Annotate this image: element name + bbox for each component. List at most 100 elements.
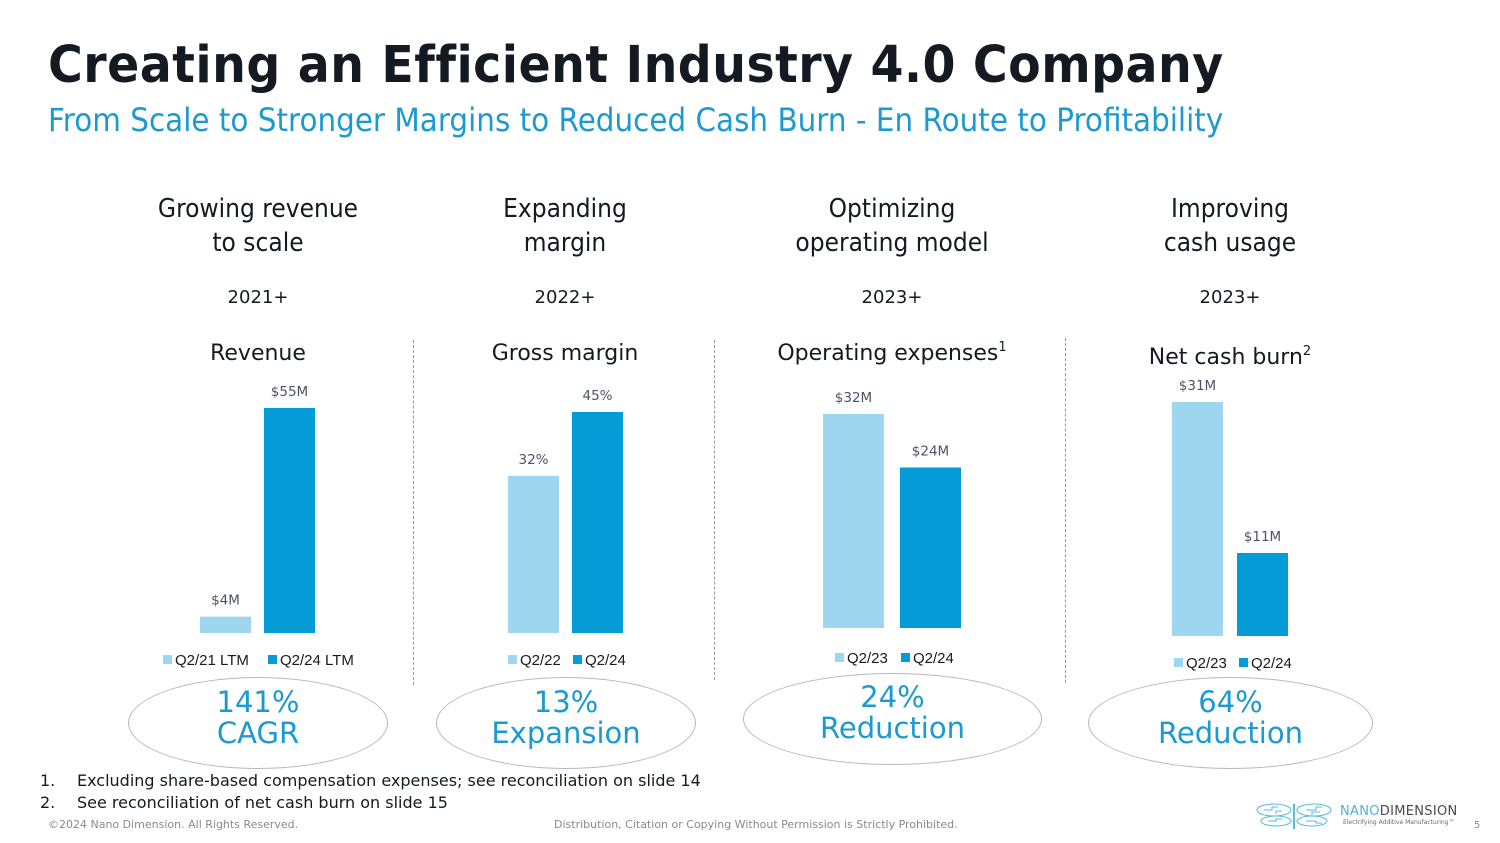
- bar-q2-24-ltm: [264, 408, 315, 633]
- logo-wordmark: NANODIMENSION Electrifying Additive Manu…: [1340, 804, 1458, 826]
- callout-revenue: 141% CAGR: [128, 687, 388, 749]
- heading-line: operating model: [795, 228, 989, 258]
- column-divider: [413, 340, 414, 685]
- column-divider: [714, 340, 715, 680]
- callout-caption: Expansion: [491, 716, 641, 750]
- legend-swatch: [835, 653, 844, 662]
- callout-oval-margin: [436, 677, 696, 769]
- logo-name-dimension: DIMENSION: [1379, 804, 1458, 819]
- callout-opex: 24% Reduction: [743, 682, 1042, 744]
- legend-label: Q2/23: [847, 650, 888, 667]
- logo-name: NANODIMENSION: [1340, 804, 1458, 819]
- footnote-1: 1. Excluding share-based compensation ex…: [40, 770, 701, 792]
- bar-value-label: $4M: [211, 593, 240, 609]
- year-label-opex: 2023+: [861, 287, 923, 308]
- legend-label: Q2/24: [913, 650, 954, 667]
- callout-oval-opex: [743, 673, 1042, 765]
- bar-q2-24: [572, 412, 623, 633]
- footnote-number: 2.: [40, 793, 56, 812]
- callout-value: 141%: [216, 685, 300, 719]
- heading-line: margin: [523, 228, 607, 258]
- metric-title-revenue: Revenue: [158, 341, 358, 366]
- callout-oval-revenue: [128, 677, 388, 769]
- logo-name-nano: NANO: [1340, 804, 1380, 819]
- bar-value-label: $32M: [835, 390, 872, 406]
- callout-caption: CAGR: [216, 716, 300, 750]
- bar-value-label: $31M: [1179, 378, 1216, 394]
- legend-swatch: [508, 655, 517, 664]
- footnote-number: 1.: [40, 771, 56, 790]
- legend-swatch: [573, 655, 582, 664]
- legend-label: Q2/24: [585, 652, 626, 669]
- bar-value-label: 32%: [518, 452, 548, 468]
- callout-caption: Reduction: [1158, 716, 1303, 750]
- bar-q2-21-ltm: [200, 616, 251, 633]
- bar-q2-24: [900, 467, 961, 628]
- heading-line: Improving: [1170, 194, 1290, 224]
- callout-oval-cash: [1088, 677, 1373, 769]
- net-cash-burn-chart: $31M Q2/23 $11M Q2/24: [1172, 378, 1292, 672]
- disclaimer: Distribution, Citation or Copying Withou…: [554, 818, 958, 831]
- opex-chart: $32M Q2/23 $24M Q2/24: [823, 390, 961, 667]
- metric-title-cash: Net cash burn2: [1110, 344, 1350, 370]
- legend-swatch: [1174, 658, 1183, 667]
- footnote-text: Excluding share-based compensation expen…: [77, 771, 701, 790]
- footnote-2: 2. See reconciliation of net cash burn o…: [40, 792, 701, 814]
- metric-title-opex: Operating expenses1: [772, 340, 1012, 366]
- legend-label: Q2/22: [520, 652, 561, 669]
- legend-swatch: [163, 655, 172, 664]
- callout-margin: 13% Expansion: [436, 687, 696, 749]
- slide-title: Creating an Efficient Industry 4.0 Compa…: [48, 36, 1224, 95]
- column-heading-cash: Improving cash usage: [1095, 192, 1365, 260]
- logo-tagline: Electrifying Additive Manufacturing™: [1342, 819, 1455, 826]
- column-heading-opex: Optimizing operating model: [757, 192, 1027, 260]
- bar-q2-23: [823, 414, 884, 628]
- legend-label: Q2/24: [1251, 655, 1292, 672]
- year-label-margin: 2022+: [534, 287, 596, 308]
- bar-q2-24: [1237, 552, 1288, 636]
- dragonfly-icon: [1256, 803, 1332, 829]
- bar-value-label: 45%: [582, 388, 612, 404]
- legend-label: Q2/23: [1186, 655, 1227, 672]
- footnote-ref: 2: [1302, 344, 1312, 359]
- year-label-cash: 2023+: [1199, 287, 1261, 308]
- company-logo: NANODIMENSION Electrifying Additive Manu…: [1254, 800, 1458, 830]
- column-heading-margin: Expanding margin: [430, 192, 700, 260]
- bar-q2-22: [508, 475, 559, 633]
- bar-value-label: $55M: [271, 384, 308, 400]
- bar-value-label: $24M: [912, 444, 949, 460]
- callout-value: 13%: [533, 685, 599, 719]
- column-divider: [1065, 338, 1066, 683]
- heading-line: to scale: [212, 228, 304, 258]
- legend-label: Q2/21 LTM: [175, 652, 249, 669]
- bar-q2-23: [1172, 402, 1223, 636]
- revenue-chart: $4M Q2/21 LTM $55M Q2/24 LTM: [163, 384, 354, 669]
- legend-swatch: [901, 653, 910, 662]
- page-number: 5: [1474, 820, 1481, 831]
- callout-caption: Reduction: [820, 711, 965, 745]
- metric-text: Operating expenses: [777, 341, 999, 366]
- footnotes: 1. Excluding share-based compensation ex…: [40, 770, 701, 814]
- metric-text: Revenue: [210, 341, 306, 366]
- footnote-text: See reconciliation of net cash burn on s…: [77, 793, 448, 812]
- metric-text: Gross margin: [491, 341, 639, 366]
- callout-value: 64%: [1198, 685, 1263, 719]
- callout-cash: 64% Reduction: [1088, 687, 1373, 749]
- copyright: ©2024 Nano Dimension. All Rights Reserve…: [48, 818, 299, 831]
- callout-value: 24%: [860, 680, 925, 714]
- metric-text: Net cash burn: [1148, 345, 1303, 370]
- slide-subtitle: From Scale to Stronger Margins to Reduce…: [48, 101, 1224, 139]
- heading-line: Growing revenue: [157, 194, 359, 224]
- bar-value-label: $11M: [1244, 529, 1281, 545]
- heading-line: cash usage: [1163, 228, 1297, 258]
- year-label-revenue: 2021+: [227, 287, 289, 308]
- heading-line: Expanding: [503, 194, 627, 224]
- column-heading-revenue: Growing revenue to scale: [123, 192, 393, 260]
- footnote-ref: 1: [998, 340, 1007, 355]
- gross-margin-chart: 32% Q2/22 45% Q2/24: [508, 388, 626, 669]
- legend-swatch: [1239, 658, 1248, 667]
- metric-title-margin: Gross margin: [465, 341, 665, 366]
- legend-label: Q2/24 LTM: [280, 652, 354, 669]
- heading-line: Optimizing: [828, 194, 956, 224]
